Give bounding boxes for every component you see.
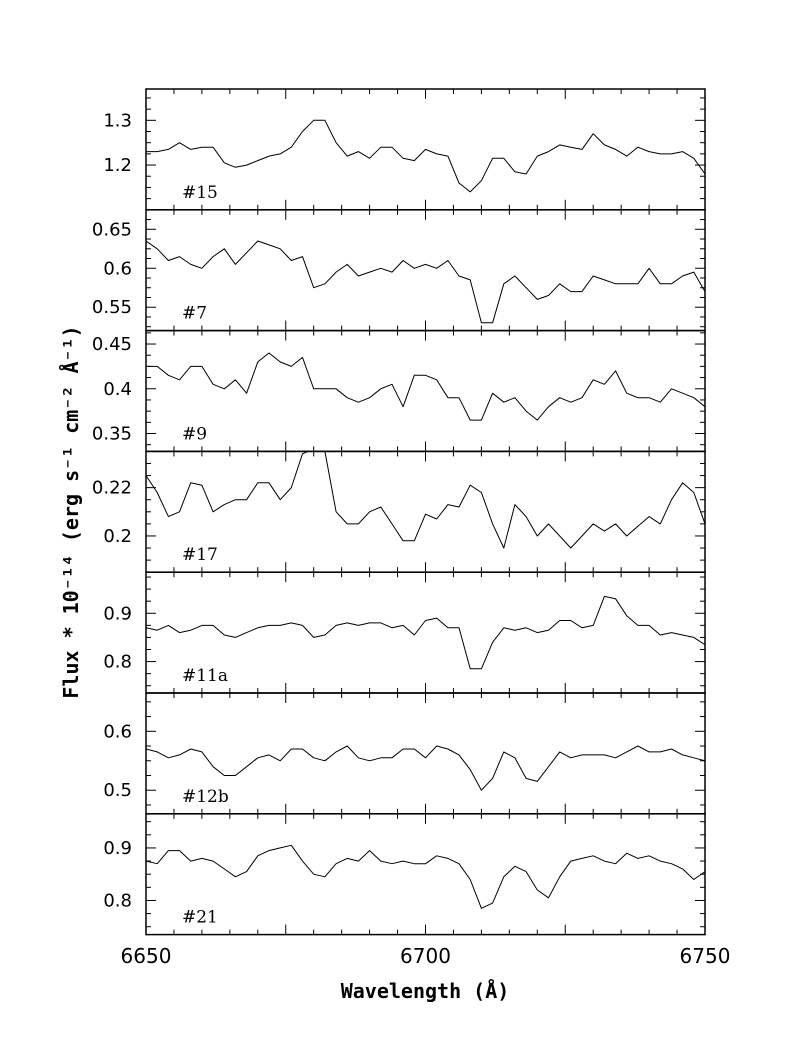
panel-label: #7 bbox=[182, 304, 207, 324]
y-tick-label: 0.22 bbox=[92, 478, 132, 499]
x-axis-label: Wavelength (Å) bbox=[341, 979, 510, 1003]
x-tick-label: 6650 bbox=[121, 944, 172, 968]
spectrum-line-4 bbox=[146, 451, 705, 549]
y-tick-label: 1.2 bbox=[103, 155, 132, 176]
y-tick-label: 0.8 bbox=[103, 652, 132, 673]
panel-frame bbox=[145, 692, 706, 815]
spectrum-line-1 bbox=[146, 119, 705, 193]
panel-frame bbox=[145, 571, 706, 694]
panel-4: 0.2 0.22 #17 bbox=[92, 450, 706, 573]
x-tick-label: 6750 bbox=[680, 944, 731, 968]
y-tick-label: 0.9 bbox=[103, 603, 132, 624]
y-axis-label: Flux * 10⁻¹⁴ (erg s⁻¹ cm⁻² Å⁻¹) bbox=[59, 325, 83, 698]
panel-frame bbox=[145, 450, 706, 573]
spectrum-line-6 bbox=[146, 745, 705, 791]
panels: 1.21.3#150.550.60.65#70.350.40.45#90.20.… bbox=[92, 88, 706, 936]
panel-2: 0.55 0.6 0.65 #7 bbox=[92, 209, 706, 332]
y-tick-label: 0.35 bbox=[92, 424, 132, 445]
panel-label: #15 bbox=[182, 183, 218, 203]
panel-label: #12b bbox=[182, 787, 229, 807]
y-tick-label: 0.6 bbox=[103, 721, 132, 742]
y-tick-label: 0.5 bbox=[103, 780, 132, 801]
y-tick-label: 0.45 bbox=[92, 334, 132, 355]
x-axis: 6650 6700 6750 bbox=[121, 944, 731, 968]
spectrum-line-5 bbox=[146, 595, 705, 670]
y-tick-label: 0.6 bbox=[103, 258, 132, 279]
panel-label: #11a bbox=[182, 666, 228, 686]
panel-label: #17 bbox=[182, 545, 218, 565]
panel-7: 0.8 0.9 #21 bbox=[103, 813, 706, 936]
panel-frame bbox=[145, 329, 706, 453]
panel-5: 0.8 0.9 #11a bbox=[103, 571, 706, 694]
y-tick-label: 0.2 bbox=[103, 526, 132, 547]
y-tick-label: 0.9 bbox=[103, 838, 132, 859]
panel-6: 0.5 0.6 #12b bbox=[103, 692, 706, 815]
spectrum-line-7 bbox=[146, 844, 705, 909]
y-tick-label: 0.55 bbox=[92, 297, 132, 318]
y-tick-label: 0.8 bbox=[103, 890, 132, 911]
y-tick-label: 1.3 bbox=[103, 110, 132, 131]
panel-3: 0.35 0.4 0.45 #9 bbox=[92, 329, 706, 453]
spectrum-line-2 bbox=[146, 240, 705, 324]
panel-label: #9 bbox=[182, 424, 207, 444]
panel-frame bbox=[145, 209, 706, 332]
panel-1: 1.2 1.3 #15 bbox=[103, 88, 706, 211]
x-tick-label: 6700 bbox=[400, 944, 451, 968]
spectrum-line-3 bbox=[146, 352, 705, 421]
panel-frame bbox=[145, 813, 706, 936]
y-tick-label: 0.4 bbox=[103, 379, 132, 400]
y-tick-label: 0.65 bbox=[92, 219, 132, 240]
panel-label: #21 bbox=[182, 908, 218, 928]
